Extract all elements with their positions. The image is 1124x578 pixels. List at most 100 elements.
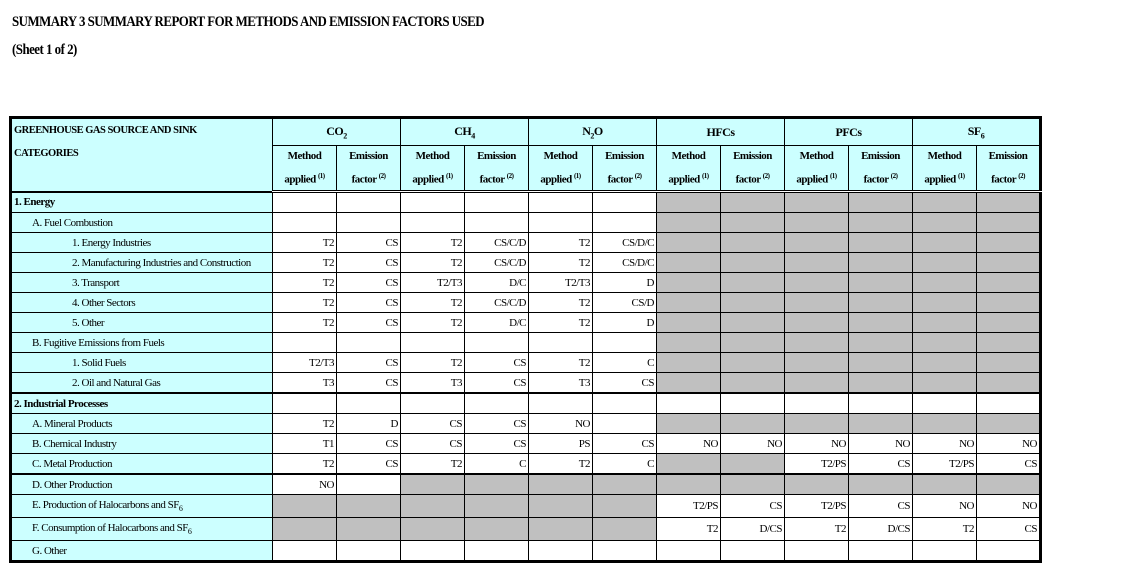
method-cell bbox=[912, 332, 977, 353]
emission-factor-cell bbox=[336, 540, 401, 562]
emission-factor-cell: CS/C/D bbox=[464, 292, 529, 313]
method-cell: T2 bbox=[528, 292, 593, 313]
method-cell: T2 bbox=[528, 352, 593, 373]
emission-factor-cell bbox=[464, 392, 529, 414]
emission-factor-cell bbox=[720, 392, 785, 414]
method-cell: T2 bbox=[656, 517, 721, 541]
method-cell bbox=[912, 232, 977, 253]
method-cell bbox=[400, 473, 465, 495]
method-cell: NO bbox=[528, 413, 593, 434]
method-cell bbox=[912, 212, 977, 233]
emission-factor-cell bbox=[336, 332, 401, 353]
emission-factor-cell bbox=[976, 252, 1041, 273]
emission-factor-cell: D/C bbox=[464, 272, 529, 293]
method-cell: T1 bbox=[272, 433, 337, 454]
emission-factor-cell bbox=[592, 494, 657, 518]
emission-factor-cell: CS bbox=[848, 494, 913, 518]
method-cell: NO bbox=[656, 433, 721, 454]
method-cell bbox=[272, 540, 337, 562]
emission-factor-cell: D/CS bbox=[848, 517, 913, 541]
emission-factor-cell bbox=[464, 212, 529, 233]
table-row: B. Chemical Industry T1 CS CS CS PS CS NO NO NO NO… bbox=[10, 433, 1041, 454]
method-cell: T2/T3 bbox=[400, 272, 465, 293]
table-row: G. Other bbox=[10, 540, 1041, 562]
method-cell bbox=[784, 292, 849, 313]
table-row: 3. Transport T2 CS T2/T3 D/C T2/T3 D bbox=[10, 272, 1041, 293]
method-cell bbox=[656, 292, 721, 313]
emission-factor-cell: CS bbox=[336, 252, 401, 273]
method-cell: T3 bbox=[272, 372, 337, 394]
emission-factor-cell bbox=[976, 232, 1041, 253]
emission-factor-cell: CS bbox=[464, 413, 529, 434]
emission-factor-cell bbox=[720, 212, 785, 233]
method-cell bbox=[272, 392, 337, 414]
emission-factor-cell: CS bbox=[336, 372, 401, 394]
category-label: 3. Transport bbox=[10, 272, 273, 293]
emission-factor-cell: CS bbox=[336, 453, 401, 475]
table-row: 2. Manufacturing Industries and Construc… bbox=[10, 252, 1041, 273]
sheet-subtitle: (Sheet 1 of 2) bbox=[12, 42, 77, 58]
method-cell: T2 bbox=[272, 453, 337, 475]
emission-factor-cell bbox=[464, 540, 529, 562]
category-label: B. Fugitive Emissions from Fuels bbox=[10, 332, 273, 353]
method-applied-header: Method applied (1) bbox=[272, 145, 337, 193]
emission-factor-cell bbox=[976, 292, 1041, 313]
method-applied-header: Method applied (1) bbox=[656, 145, 721, 193]
emission-factor-cell bbox=[976, 392, 1041, 414]
method-cell bbox=[656, 212, 721, 233]
emission-factor-cell bbox=[720, 312, 785, 333]
method-cell bbox=[912, 312, 977, 333]
emission-factor-cell: CS bbox=[848, 453, 913, 475]
method-cell: T2 bbox=[272, 292, 337, 313]
method-cell bbox=[784, 212, 849, 233]
category-label: E. Production of Halocarbons and SF6 bbox=[10, 494, 273, 518]
method-cell bbox=[272, 190, 337, 213]
emission-factor-cell bbox=[720, 232, 785, 253]
method-cell bbox=[784, 190, 849, 213]
method-cell bbox=[784, 372, 849, 394]
emission-factor-cell bbox=[592, 473, 657, 495]
emission-factor-cell bbox=[720, 272, 785, 293]
method-cell bbox=[656, 540, 721, 562]
method-cell bbox=[528, 392, 593, 414]
emission-factor-cell bbox=[720, 453, 785, 475]
emission-factor-cell: D bbox=[592, 272, 657, 293]
emission-factor-cell: NO bbox=[720, 433, 785, 454]
emission-factor-cell bbox=[848, 292, 913, 313]
category-label: A. Fuel Combustion bbox=[10, 212, 273, 233]
method-cell bbox=[400, 190, 465, 213]
category-label: G. Other bbox=[10, 540, 273, 562]
emission-factor-cell: CS bbox=[336, 272, 401, 293]
method-cell bbox=[656, 252, 721, 273]
table-row: D. Other Production NO bbox=[10, 473, 1041, 495]
method-cell bbox=[656, 352, 721, 373]
method-cell: T2/PS bbox=[784, 453, 849, 475]
method-cell bbox=[912, 352, 977, 373]
emission-factor-cell: D/C bbox=[464, 312, 529, 333]
method-cell bbox=[656, 473, 721, 495]
gas-header-pfcs: PFCs bbox=[784, 117, 913, 146]
method-cell bbox=[912, 392, 977, 414]
emission-factor-cell bbox=[976, 190, 1041, 213]
gas-header-sf6: SF6 bbox=[912, 117, 1041, 146]
method-cell: NO bbox=[912, 433, 977, 454]
emission-factor-cell: NO bbox=[848, 433, 913, 454]
emission-factor-cell bbox=[720, 473, 785, 495]
category-label: A. Mineral Products bbox=[10, 413, 273, 434]
emission-factor-cell bbox=[336, 190, 401, 213]
category-label: 2. Manufacturing Industries and Construc… bbox=[10, 252, 273, 273]
table-row: 4. Other Sectors T2 CS T2 CS/C/D T2 CS/D bbox=[10, 292, 1041, 313]
emission-factor-cell bbox=[336, 517, 401, 541]
emission-factor-cell: NO bbox=[976, 494, 1041, 518]
emission-factor-cell bbox=[976, 413, 1041, 434]
category-label: 2. Industrial Processes bbox=[10, 392, 273, 414]
emission-factor-cell: C bbox=[464, 453, 529, 475]
method-cell bbox=[656, 413, 721, 434]
category-label: 1. Energy Industries bbox=[10, 232, 273, 253]
method-cell bbox=[912, 190, 977, 213]
method-cell bbox=[784, 332, 849, 353]
emission-factor-cell: CS/D bbox=[592, 292, 657, 313]
method-cell bbox=[784, 413, 849, 434]
emission-factor-cell bbox=[720, 252, 785, 273]
method-cell: T2 bbox=[400, 312, 465, 333]
